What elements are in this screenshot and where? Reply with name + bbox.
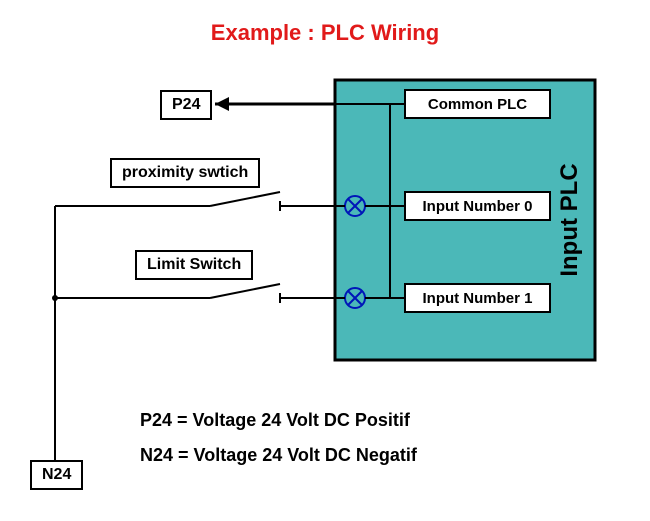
legend-line-1: N24 = Voltage 24 Volt DC Negatif [140, 445, 417, 466]
terminal-label-1: Input Number 0 [422, 198, 532, 215]
legend-line-0: P24 = Voltage 24 Volt DC Positif [140, 410, 410, 431]
terminal-label-0: Common PLC [428, 96, 527, 113]
terminal-label-2: Input Number 1 [422, 290, 532, 307]
switch-label-1: Limit Switch [135, 250, 253, 280]
node-p24: P24 [160, 90, 212, 120]
node-n24: N24 [30, 460, 83, 490]
wiring-svg: Input PLC Common PLC Input Number 0 Input N… [0, 0, 650, 521]
switch-label-0: proximity swtich [110, 158, 260, 188]
plc-side-label: Input PLC [556, 163, 583, 276]
plc-wiring-diagram: Example : PLC Wiring Input PLCCommon PLC… [0, 0, 650, 521]
